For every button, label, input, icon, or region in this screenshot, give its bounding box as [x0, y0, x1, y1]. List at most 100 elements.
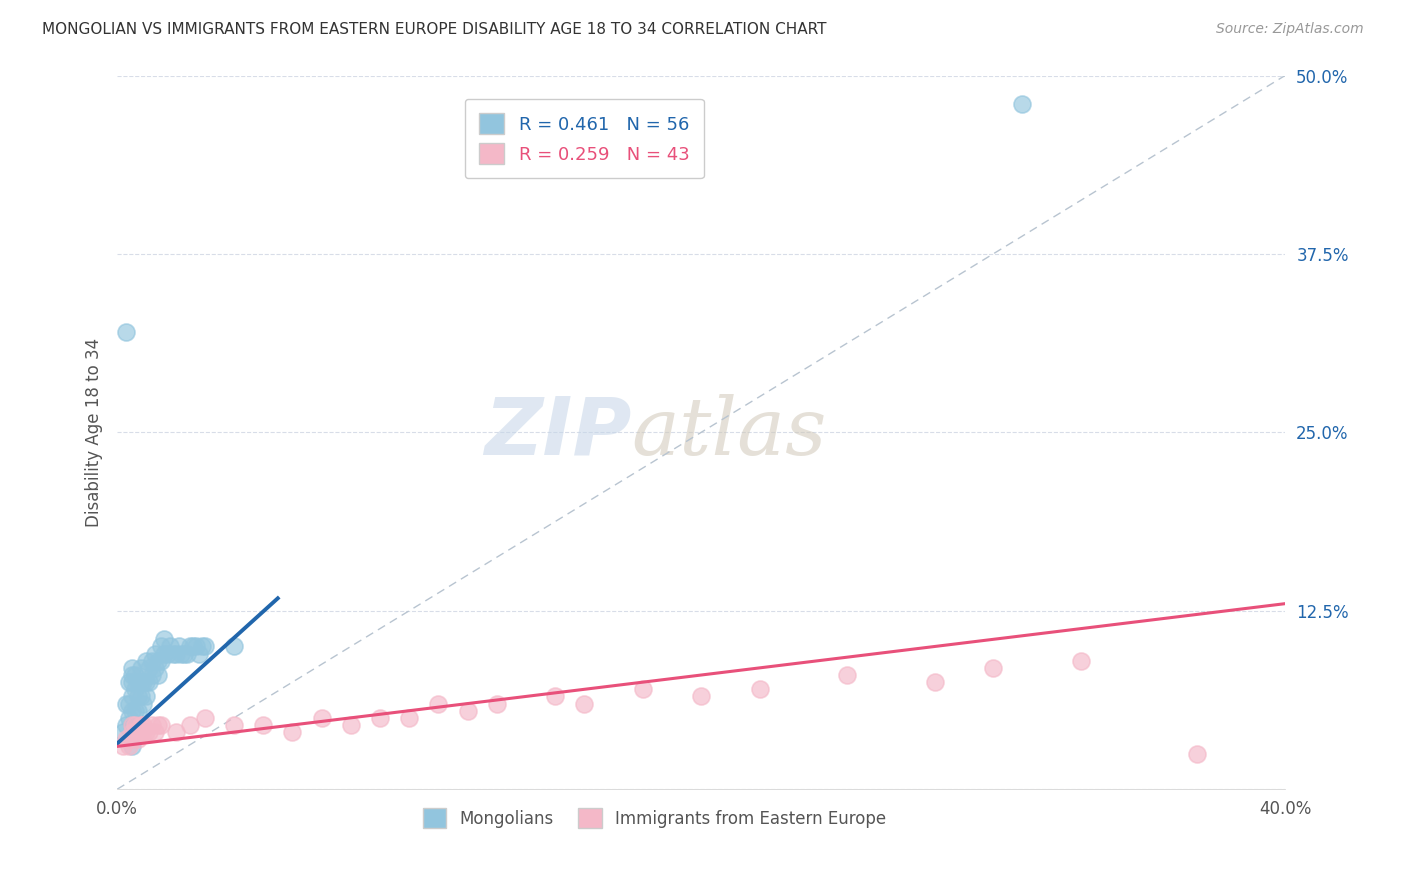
Point [143, 661, 166, 675]
Point [124, 725, 146, 739]
Point [1187, 747, 1209, 761]
Point [281, 725, 304, 739]
Point [222, 640, 245, 654]
Point [115, 732, 138, 747]
Point [118, 711, 141, 725]
Point [311, 711, 333, 725]
Point [162, 647, 184, 661]
Point [427, 697, 450, 711]
Point [132, 697, 155, 711]
Y-axis label: Disability Age 18 to 34: Disability Age 18 to 34 [86, 338, 103, 527]
Point [194, 640, 217, 654]
Point [222, 718, 245, 732]
Point [132, 718, 155, 732]
Point [129, 718, 152, 732]
Point [129, 690, 152, 704]
Text: atlas: atlas [631, 393, 827, 471]
Point [368, 711, 391, 725]
Point [138, 661, 160, 675]
Point [118, 675, 141, 690]
Text: ZIP: ZIP [484, 393, 631, 471]
Point [159, 640, 181, 654]
Point [165, 725, 187, 739]
Point [121, 718, 143, 732]
Point [141, 654, 163, 668]
Point [748, 682, 770, 697]
Point [179, 640, 201, 654]
Point [127, 725, 149, 739]
Point [146, 718, 169, 732]
Point [121, 739, 143, 754]
Point [118, 739, 141, 754]
Point [115, 718, 138, 732]
Point [112, 739, 135, 754]
Point [143, 725, 166, 739]
Point [121, 732, 143, 747]
Point [398, 711, 420, 725]
Point [187, 647, 209, 661]
Point [924, 675, 946, 690]
Point [153, 647, 176, 661]
Point [170, 647, 193, 661]
Point [631, 682, 654, 697]
Point [121, 675, 143, 690]
Point [124, 668, 146, 682]
Point [141, 718, 163, 732]
Point [132, 725, 155, 739]
Point [153, 632, 176, 647]
Point [837, 668, 859, 682]
Point [457, 704, 479, 718]
Point [690, 690, 713, 704]
Point [121, 704, 143, 718]
Point [135, 654, 157, 668]
Point [127, 675, 149, 690]
Point [252, 718, 274, 732]
Point [1011, 97, 1033, 112]
Point [981, 661, 1004, 675]
Point [135, 725, 157, 739]
Point [574, 697, 596, 711]
Point [191, 640, 214, 654]
Point [339, 718, 361, 732]
Point [115, 697, 138, 711]
Point [121, 725, 143, 739]
Point [141, 668, 163, 682]
Point [149, 640, 172, 654]
Point [146, 668, 169, 682]
Point [121, 661, 143, 675]
Point [149, 718, 172, 732]
Legend: Mongolians, Immigrants from Eastern Europe: Mongolians, Immigrants from Eastern Euro… [416, 802, 893, 834]
Point [129, 725, 152, 739]
Point [184, 640, 207, 654]
Point [135, 690, 157, 704]
Point [165, 647, 187, 661]
Point [176, 647, 198, 661]
Point [129, 661, 152, 675]
Point [127, 732, 149, 747]
Point [127, 704, 149, 718]
Point [544, 690, 567, 704]
Text: Source: ZipAtlas.com: Source: ZipAtlas.com [1216, 22, 1364, 37]
Point [485, 697, 508, 711]
Point [127, 690, 149, 704]
Point [146, 654, 169, 668]
Point [167, 640, 190, 654]
Point [121, 718, 143, 732]
Point [135, 675, 157, 690]
Point [121, 668, 143, 682]
Point [179, 718, 201, 732]
Point [173, 647, 195, 661]
Point [156, 647, 179, 661]
Point [1070, 654, 1092, 668]
Text: MONGOLIAN VS IMMIGRANTS FROM EASTERN EUROPE DISABILITY AGE 18 TO 34 CORRELATION : MONGOLIAN VS IMMIGRANTS FROM EASTERN EUR… [42, 22, 827, 37]
Point [118, 697, 141, 711]
Point [115, 326, 138, 340]
Point [124, 718, 146, 732]
Point [121, 690, 143, 704]
Point [112, 725, 135, 739]
Point [138, 675, 160, 690]
Point [149, 654, 172, 668]
Point [124, 682, 146, 697]
Point [138, 725, 160, 739]
Point [143, 647, 166, 661]
